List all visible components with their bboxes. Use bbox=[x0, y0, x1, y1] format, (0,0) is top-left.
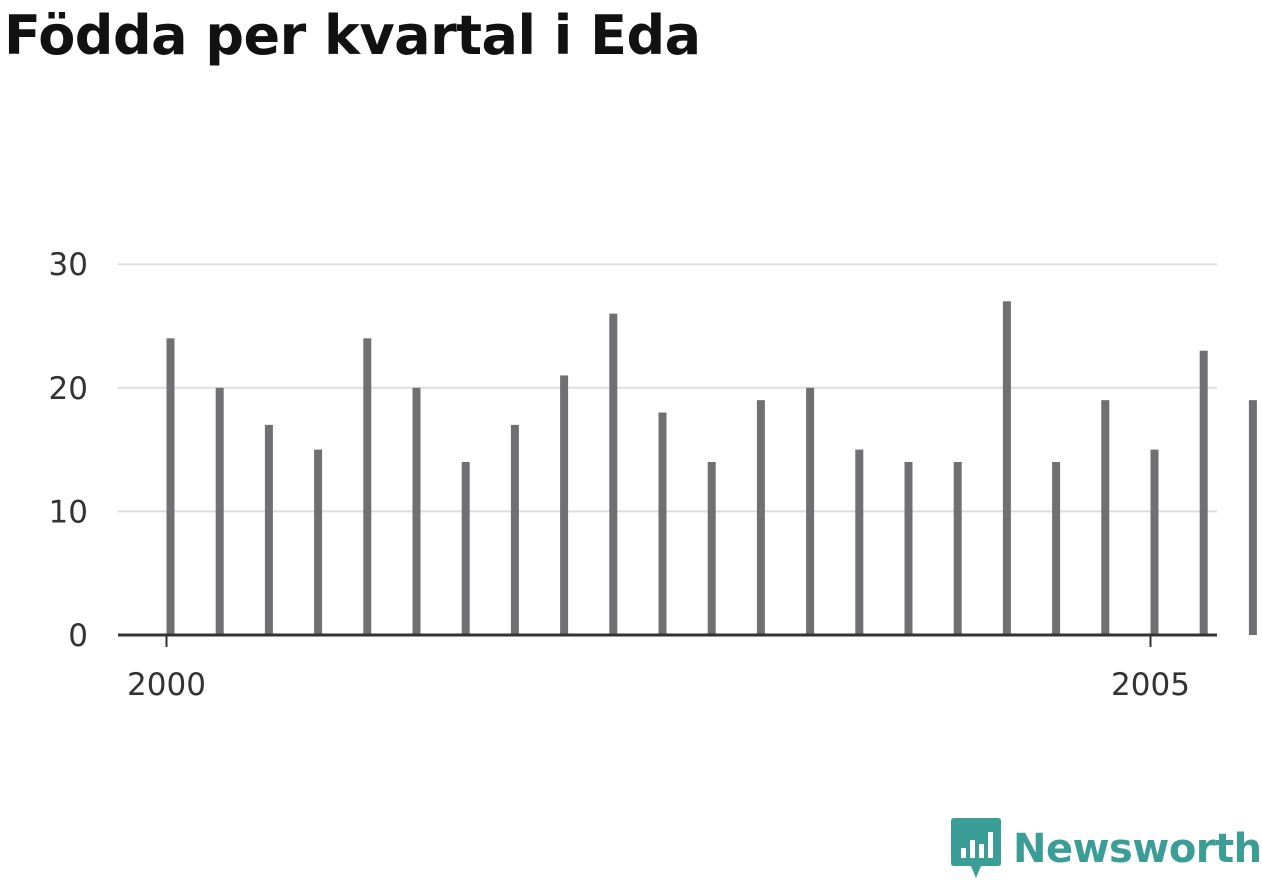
bar bbox=[216, 388, 224, 635]
bar bbox=[265, 425, 273, 635]
bars bbox=[167, 215, 1262, 635]
x-tick-label: 2005 bbox=[1111, 667, 1190, 703]
y-tick-label: 10 bbox=[49, 494, 88, 530]
bar bbox=[954, 462, 962, 635]
bar bbox=[609, 314, 617, 635]
x-axis-ticks: 200020052010201520202025 bbox=[127, 635, 1262, 703]
bar bbox=[314, 450, 322, 635]
bar bbox=[905, 462, 913, 635]
bar bbox=[1151, 450, 1159, 635]
bar bbox=[1003, 301, 1011, 635]
bar bbox=[757, 400, 765, 635]
bar bbox=[708, 462, 716, 635]
bar bbox=[1249, 400, 1257, 635]
x-tick-label: 2000 bbox=[127, 667, 206, 703]
y-tick-label: 20 bbox=[49, 371, 88, 407]
bar bbox=[462, 462, 470, 635]
bar bbox=[167, 338, 175, 635]
bar bbox=[413, 388, 421, 635]
newsworthy-logo-icon bbox=[951, 818, 1001, 880]
bar bbox=[1052, 462, 1060, 635]
bar bbox=[855, 450, 863, 635]
y-axis-ticks: 0 10 20 30 bbox=[49, 247, 88, 654]
bar bbox=[1200, 351, 1208, 635]
bar bbox=[659, 413, 667, 635]
brand-logo[interactable]: Newsworthy bbox=[951, 818, 1262, 880]
brand-name: Newsworthy bbox=[1013, 826, 1262, 872]
y-tick-label: 30 bbox=[49, 247, 88, 283]
bar bbox=[806, 388, 814, 635]
bar bbox=[511, 425, 519, 635]
bar bbox=[363, 338, 371, 635]
bar bbox=[1101, 400, 1109, 635]
bar bbox=[560, 375, 568, 635]
y-tick-label: 0 bbox=[68, 618, 88, 654]
